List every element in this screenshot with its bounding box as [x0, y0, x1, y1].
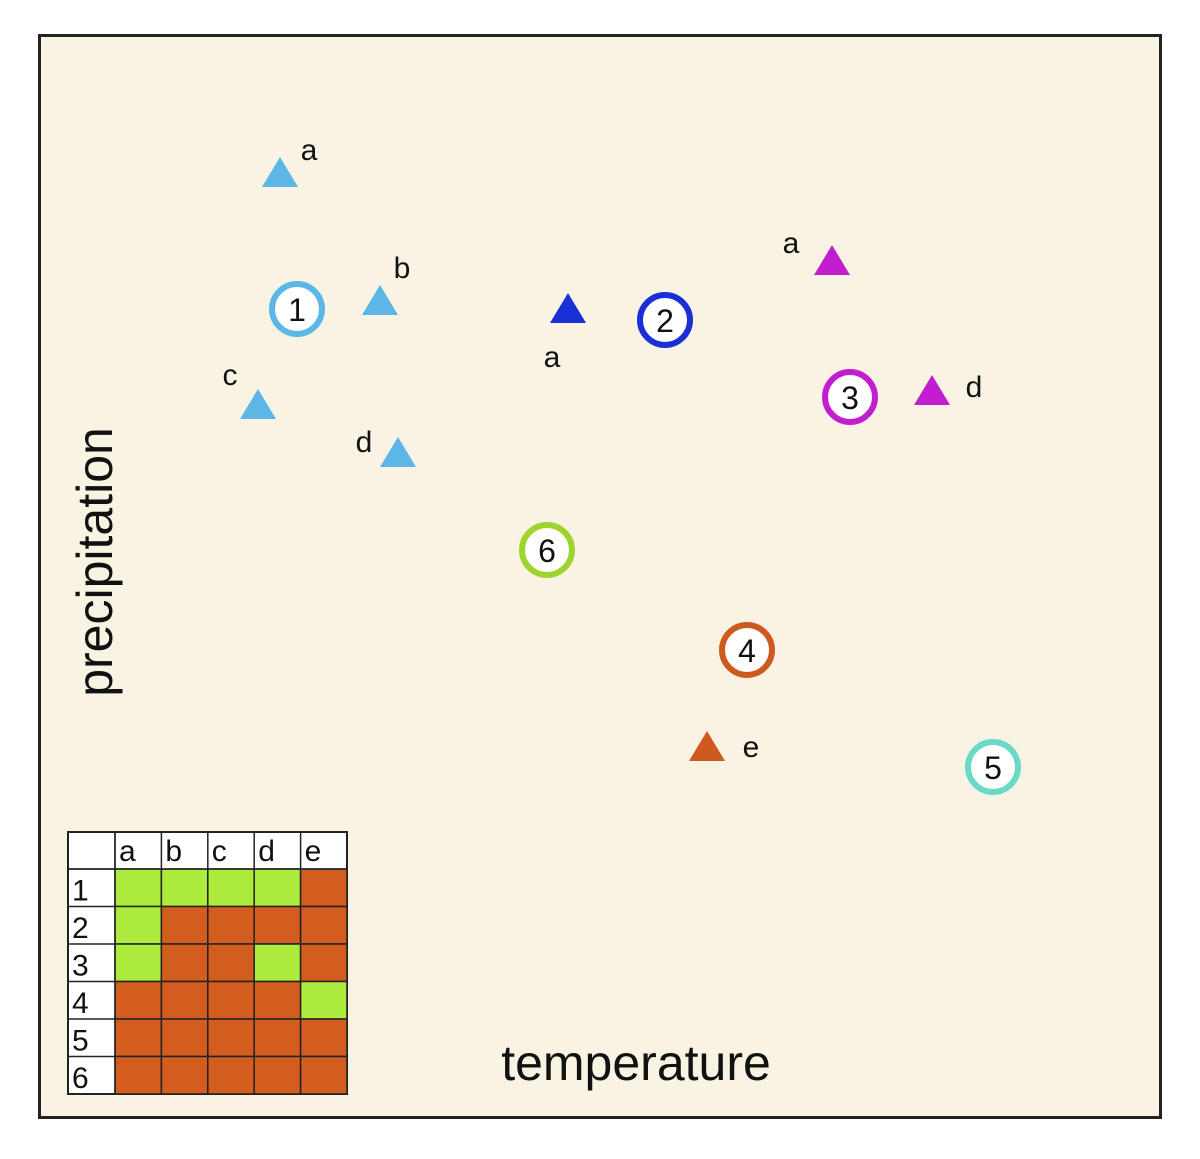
matrix-cell-6-d — [253, 1055, 302, 1095]
matrix-cell-6-a — [114, 1055, 163, 1095]
matrix-column-header: e — [305, 835, 322, 868]
matrix-cell-5-c — [207, 1018, 255, 1058]
matrix-cell-5-e — [299, 1018, 348, 1058]
triangle-marker — [550, 293, 586, 323]
matrix-column-header: b — [165, 835, 182, 868]
site-label: 3 — [841, 380, 859, 416]
triangle-marker — [380, 437, 416, 467]
site-label: 6 — [538, 533, 556, 569]
species-label: c — [223, 359, 238, 392]
matrix-cell-4-d — [253, 980, 302, 1020]
matrix-cell-4-a — [114, 980, 163, 1020]
species-label: d — [966, 371, 983, 404]
matrix-cell-2-e — [299, 905, 348, 945]
species-label: b — [394, 252, 411, 285]
matrix-cell-5-a — [114, 1018, 163, 1058]
matrix-cell-2-b — [160, 905, 209, 945]
site-2: 2 — [637, 292, 693, 348]
species-d-group_1: d — [356, 426, 416, 467]
circle-marker — [519, 522, 575, 578]
species-e-group_4: e — [689, 731, 759, 764]
matrix-cell-3-e — [299, 943, 348, 983]
matrix-cell-5-b — [160, 1018, 209, 1058]
species-b-group_1: b — [362, 252, 410, 315]
matrix-column-header: a — [119, 835, 136, 868]
species-label: d — [356, 426, 373, 459]
site-label: 1 — [288, 292, 306, 328]
matrix-cell-4-e — [299, 980, 348, 1020]
matrix-column-header: c — [212, 835, 227, 868]
species-label: a — [301, 134, 318, 167]
circle-marker — [822, 369, 878, 425]
triangle-marker — [914, 375, 950, 405]
species-label: a — [544, 341, 561, 374]
matrix-row-header: 3 — [72, 950, 89, 983]
species-a-group_3: a — [783, 227, 850, 275]
triangle-marker — [362, 285, 398, 315]
matrix-cell-1-a — [114, 868, 163, 908]
matrix-cell-6-c — [207, 1055, 255, 1095]
matrix-cell-4-c — [207, 980, 255, 1020]
species-a-group_1: a — [262, 134, 318, 187]
site-6: 6 — [519, 522, 575, 578]
species-c-group_1: c — [223, 359, 276, 419]
matrix-row-header: 6 — [72, 1062, 89, 1095]
species-d-group_3: d — [914, 371, 982, 405]
matrix-cell-5-d — [253, 1018, 302, 1058]
matrix-cell-6-e — [299, 1055, 348, 1095]
matrix-cell-4-b — [160, 980, 209, 1020]
matrix-row-header: 1 — [72, 875, 89, 908]
site-4: 4 — [719, 622, 775, 678]
matrix-cell-3-d — [253, 943, 302, 983]
x-axis-label: temperature — [501, 1035, 771, 1091]
matrix-row-header: 2 — [72, 912, 89, 945]
triangle-marker — [689, 731, 725, 761]
species-markers: a b c d a a d e — [223, 134, 983, 764]
triangle-marker — [262, 157, 298, 187]
matrix-cell-6-b — [160, 1055, 209, 1095]
circle-marker — [269, 281, 325, 337]
matrix-row-header: 5 — [72, 1025, 89, 1058]
site-1: 1 — [269, 281, 325, 337]
site-label: 2 — [656, 303, 674, 339]
matrix-cell-2-c — [207, 905, 255, 945]
y-axis-label: precipitation — [67, 427, 123, 697]
site-label: 5 — [984, 750, 1002, 786]
site-label: 4 — [738, 633, 756, 669]
matrix-column-header: d — [258, 835, 275, 868]
matrix-cell-3-c — [207, 943, 255, 983]
presence-matrix: a b c d e 1 2 3 4 5 6 — [67, 831, 348, 1095]
matrix-cell-1-b — [160, 868, 209, 908]
matrix-cell-1-e — [299, 868, 348, 908]
species-label: a — [783, 227, 800, 260]
triangle-marker — [240, 389, 276, 419]
triangle-marker — [814, 245, 850, 275]
matrix-cell-2-d — [253, 905, 302, 945]
matrix-cell-3-b — [160, 943, 209, 983]
site-5: 5 — [965, 739, 1021, 795]
species-label: e — [743, 731, 760, 764]
site-3: 3 — [822, 369, 878, 425]
matrix-cell-3-a — [114, 943, 163, 983]
matrix-row-header: 4 — [72, 987, 89, 1020]
circle-marker — [719, 622, 775, 678]
matrix-cell-1-c — [207, 868, 255, 908]
matrix-cell-1-d — [253, 868, 302, 908]
site-markers: 1 2 3 4 5 6 — [269, 281, 1021, 795]
circle-marker — [965, 739, 1021, 795]
species-a-group_2: a — [544, 293, 586, 374]
circle-marker — [637, 292, 693, 348]
matrix-cell-2-a — [114, 905, 163, 945]
